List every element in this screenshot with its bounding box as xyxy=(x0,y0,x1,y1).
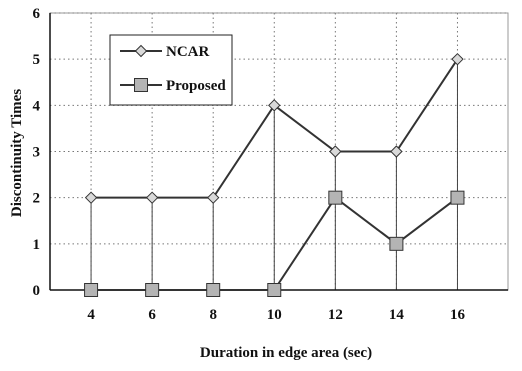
x-tick-label: 10 xyxy=(267,307,282,323)
legend-box xyxy=(109,34,233,106)
y-tick-label: 0 xyxy=(33,283,41,299)
y-axis-title: Discontinuity Times xyxy=(9,89,25,217)
x-tick-label: 8 xyxy=(209,307,217,323)
legend-label: Proposed xyxy=(166,78,226,94)
y-tick-label: 6 xyxy=(33,6,41,22)
y-tick-label: 1 xyxy=(33,237,41,253)
series-proposed xyxy=(84,190,465,297)
diamond-marker xyxy=(268,99,281,112)
series xyxy=(84,52,465,297)
square-marker xyxy=(84,283,99,297)
square-marker xyxy=(145,283,160,297)
x-tick-label: 6 xyxy=(148,307,156,323)
diamond-marker xyxy=(390,145,403,158)
x-tick-labels: 4 6 8 10 12 14 16 xyxy=(87,307,465,323)
legend: NCAR Proposed xyxy=(109,34,233,106)
square-marker xyxy=(389,236,404,251)
legend-diamond-marker xyxy=(134,44,148,58)
diamond-marker xyxy=(206,191,220,204)
square-marker xyxy=(328,190,343,205)
diamond-marker xyxy=(329,145,342,158)
legend-entries: NCAR Proposed xyxy=(120,44,226,94)
drop-lines xyxy=(90,59,458,290)
y-tick-label: 2 xyxy=(33,191,41,207)
square-marker xyxy=(450,190,465,205)
x-tick-label: 4 xyxy=(87,307,95,323)
series-ncar xyxy=(84,52,464,204)
legend-square-marker xyxy=(134,78,148,92)
diamond-marker xyxy=(84,191,98,204)
x-tick-label: 14 xyxy=(389,307,405,323)
diamond-marker xyxy=(451,52,464,66)
y-tick-label: 3 xyxy=(33,145,41,161)
y-tick-label: 5 xyxy=(33,52,41,68)
diamond-marker xyxy=(145,191,159,204)
x-tick-label: 12 xyxy=(328,307,343,323)
x-axis-title: Duration in edge area (sec) xyxy=(200,345,372,361)
square-marker xyxy=(206,283,221,297)
square-marker xyxy=(267,283,282,297)
legend-label: NCAR xyxy=(166,44,209,60)
y-tick-labels: 0 1 2 3 4 5 6 xyxy=(33,6,41,299)
x-tick-label: 16 xyxy=(450,307,466,323)
y-tick-label: 4 xyxy=(33,98,41,114)
